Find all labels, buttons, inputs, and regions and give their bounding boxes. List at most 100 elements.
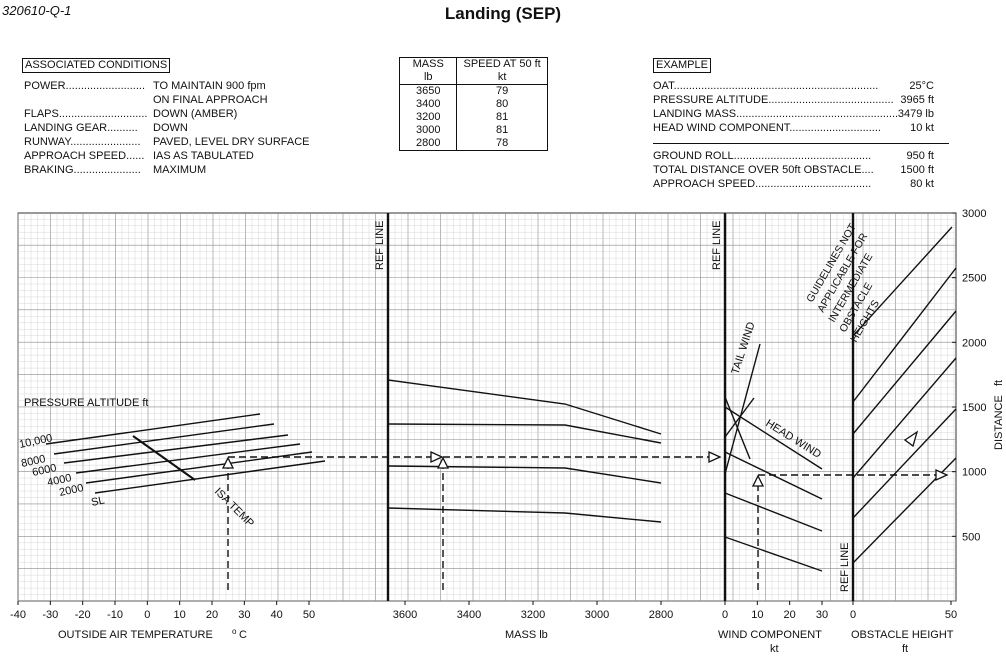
example-value: 3965 ft (900, 94, 934, 106)
condition-label: FLAPS............................. (24, 108, 148, 120)
mass-guide-line (387, 507, 662, 523)
arrow-obstacle-guide (903, 430, 919, 448)
wind-tick-label: 10 (751, 609, 763, 621)
head-wind-line (724, 492, 823, 532)
question-id: 320610-Q-1 (2, 3, 72, 18)
mass-axis-title: MASS lb (505, 629, 548, 641)
oat-tick-label: 0 (144, 609, 150, 621)
pressure-altitude-line (53, 423, 275, 455)
example-value: 80 kt (910, 178, 934, 190)
speed-table-row: 3200 81 (398, 111, 548, 124)
condition-value: MAXIMUM (153, 164, 207, 176)
oat-tick-label: 40 (271, 609, 283, 621)
obstacle-guide-line (852, 267, 957, 403)
pressure-altitude-line (45, 413, 261, 445)
condition-label: APPROACH SPEED...... (24, 150, 145, 162)
oat-tick-label: -20 (75, 609, 91, 621)
condition-label: BRAKING...................... (24, 164, 141, 176)
obstacle-guide-line (852, 226, 953, 337)
oat-tick-label: 30 (238, 609, 250, 621)
example-label: PRESSURE ALTITUDE.......................… (653, 94, 894, 106)
condition-value: PAVED, LEVEL DRY SURFACE (153, 136, 310, 148)
condition-value: DOWN (153, 122, 188, 134)
altitude-series-label: 2000 (58, 482, 84, 499)
example-heading: EXAMPLE (653, 58, 711, 73)
wind-tick-label: 0 (722, 609, 728, 621)
pressure-altitude-line (75, 443, 301, 474)
condition-label: RUNWAY....................... (24, 136, 141, 148)
isa-temp-line (132, 435, 196, 481)
speed-table-row: 3650 79 (398, 84, 548, 98)
example-value: 10 kt (910, 122, 934, 134)
speed-table-row: 2800 78 (398, 137, 548, 151)
head-wind-line (724, 536, 823, 572)
example-value: 3479 lb (897, 108, 934, 120)
condition-value: TO MAINTAIN 900 fpm (153, 80, 266, 92)
arrow-distance (935, 468, 949, 482)
obstacle-tick-label: 50 (945, 609, 957, 621)
mass-cell: 3400 (398, 98, 458, 111)
example-label: HEAD WIND COMPONENT.....................… (653, 122, 881, 134)
pressure-altitude-line (94, 460, 326, 494)
pressure-altitude-line (63, 434, 289, 464)
distance-tick-label: 2000 (962, 337, 986, 349)
obstacle-axis-title: OBSTACLE HEIGHT (851, 629, 954, 641)
condition-label: POWER.......................... (24, 80, 146, 92)
example-label: GROUND ROLL.............................… (653, 150, 872, 162)
conditions-heading: ASSOCIATED CONDITIONS (22, 58, 171, 73)
mass-ref-line-label: REF LINE (374, 220, 386, 270)
distance-tick-label: 3000 (962, 208, 986, 220)
obstacle-guide-line (852, 408, 957, 519)
arrow-mass (436, 456, 450, 469)
mass-tick-label: 2800 (649, 609, 673, 621)
oat-tick-label: 10 (174, 609, 186, 621)
altitude-series-label: 8000 (20, 453, 46, 470)
mass-cell: 3650 (398, 84, 458, 98)
oat-unit: C (239, 629, 247, 641)
example-value: 25°C (909, 80, 934, 92)
example-value: 950 ft (906, 150, 934, 162)
distance-unit: ft (993, 380, 1005, 386)
distance-tick-label: 500 (962, 531, 980, 543)
oat-tick-label: 20 (206, 609, 218, 621)
speed-cell: 79 (456, 84, 548, 98)
example-label: APPROACH SPEED..........................… (653, 178, 872, 190)
speed-cell: 78 (456, 137, 548, 151)
example-label: OAT.....................................… (653, 80, 879, 92)
wind-unit: kt (770, 643, 779, 655)
altitude-series-label: SL (90, 494, 106, 509)
mass-guide-line (387, 379, 662, 435)
speed-table-row: 3400 80 (398, 98, 548, 111)
speed-cell: 80 (456, 98, 548, 111)
mass-tick-label: 3200 (521, 609, 545, 621)
speed-cell: 81 (456, 111, 548, 124)
oat-tick-label: -10 (107, 609, 123, 621)
distance-tick-label: 1000 (962, 467, 986, 479)
altitude-series-label: 4000 (46, 472, 72, 489)
example-divider (653, 143, 949, 144)
distance-axis-title: DISTANCE (993, 395, 1005, 450)
altitude-series-label: 6000 (31, 462, 57, 479)
mass-cell: 3200 (398, 111, 458, 124)
oat-tick-label: 50 (303, 609, 315, 621)
obstacle-ref-line-label: REF LINE (839, 542, 851, 592)
condition-value: DOWN (AMBER) (153, 108, 238, 120)
condition-label: LANDING GEAR.......... (24, 122, 138, 134)
pressure-altitude-label: PRESSURE ALTITUDE ft (24, 397, 149, 409)
speed-col-header: SPEED AT 50 ft kt (456, 57, 548, 85)
speed-table-row: 3000 81 (398, 124, 548, 137)
wind-ref-line-label: REF LINE (711, 220, 723, 270)
speed-table: MASS lb SPEED AT 50 ft kt 3650 79 3400 80 3200… (398, 57, 548, 151)
example-label: TOTAL DISTANCE OVER 50ft OBSTACLE.... (653, 164, 874, 176)
mass-cell: 2800 (398, 137, 458, 151)
example-label: LANDING MASS............................… (653, 108, 899, 120)
oat-tick-label: -30 (42, 609, 58, 621)
distance-tick-label: 2500 (962, 273, 986, 285)
arrow-ref2 (708, 450, 722, 464)
obstacle-unit: ft (902, 643, 908, 655)
tail-wind-line (724, 397, 755, 438)
oat-tick-label: -40 (10, 609, 26, 621)
distance-tick-label: 1500 (962, 402, 986, 414)
obstacle-tick-label: 0 (850, 609, 856, 621)
obstacle-guide-line (852, 357, 957, 479)
